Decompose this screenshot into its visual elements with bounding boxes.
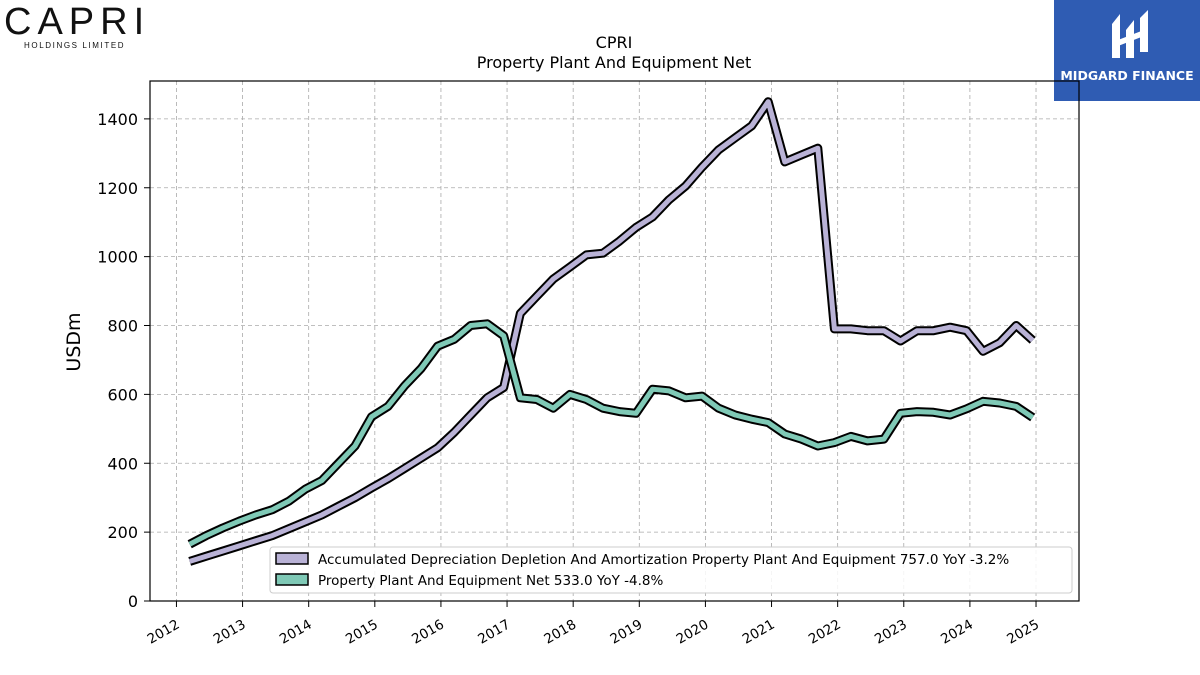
- series-layer: [187, 97, 1036, 566]
- midgard-finance-logo: MIDGARD FINANCE: [1054, 0, 1200, 101]
- legend-label-accumulated-depreciation: Accumulated Depreciation Depletion And A…: [318, 552, 1009, 568]
- x-tick-label: 2018: [541, 617, 579, 648]
- x-tick-label: 2013: [211, 617, 249, 648]
- legend-box: [269, 546, 1073, 594]
- x-axis: 2012 2013 2014 2015 2016 2017 2018 2019 2020 2021…: [145, 601, 1042, 648]
- midgard-monogram-icon: [1112, 10, 1148, 58]
- legend-swatch-ppe-net: [275, 573, 309, 586]
- series-outline-0: [188, 97, 1036, 566]
- legend-label-ppe-net: Property Plant And Equipment Net 533.0 Y…: [318, 573, 663, 589]
- y-tick-label: 1000: [97, 248, 138, 267]
- y-axis-label: USDm: [63, 312, 85, 371]
- x-tick-label: 2025: [1004, 617, 1042, 648]
- x-tick-label: 2016: [409, 617, 447, 648]
- series-line-1: [188, 321, 1035, 547]
- legend: Accumulated Depreciation Depletion And A…: [269, 546, 1073, 594]
- chart-subtitle: Property Plant And Equipment Net: [477, 53, 752, 72]
- capri-logo: CAPRI HOLDINGS LIMITED: [4, 1, 150, 50]
- y-tick-label: 400: [107, 454, 138, 473]
- y-axis: 0 200 400 600 800 1000 1200 1400: [97, 110, 150, 611]
- x-tick-label: 2015: [343, 617, 381, 648]
- x-tick-label: 2021: [740, 617, 778, 648]
- gridlines: [150, 81, 1079, 602]
- x-tick-label: 2014: [277, 617, 315, 648]
- y-tick-label: 1400: [97, 110, 138, 129]
- y-tick-label: 200: [107, 523, 138, 542]
- y-tick-label: 0: [128, 592, 138, 611]
- capri-logo-name: CAPRI: [4, 1, 150, 43]
- plot-frame: [149, 80, 1080, 602]
- midgard-logo-name: MIDGARD FINANCE: [1060, 68, 1194, 83]
- y-tick-label: 600: [107, 385, 138, 404]
- chart-title: CPRI: [596, 33, 633, 52]
- x-tick-label: 2023: [872, 617, 910, 648]
- y-tick-label: 1200: [97, 179, 138, 198]
- series-outline-1: [187, 319, 1036, 549]
- x-tick-label: 2020: [674, 617, 712, 648]
- y-tick-label: 800: [107, 317, 138, 336]
- x-tick-label: 2017: [475, 617, 513, 648]
- capri-logo-subtitle: HOLDINGS LIMITED: [24, 41, 125, 50]
- legend-swatch-accumulated-depreciation: [275, 552, 309, 565]
- x-tick-label: 2022: [806, 617, 844, 648]
- series-line-0: [188, 99, 1035, 564]
- x-tick-label: 2024: [938, 617, 976, 648]
- x-tick-label: 2019: [608, 617, 646, 648]
- x-tick-label: 2012: [145, 617, 183, 648]
